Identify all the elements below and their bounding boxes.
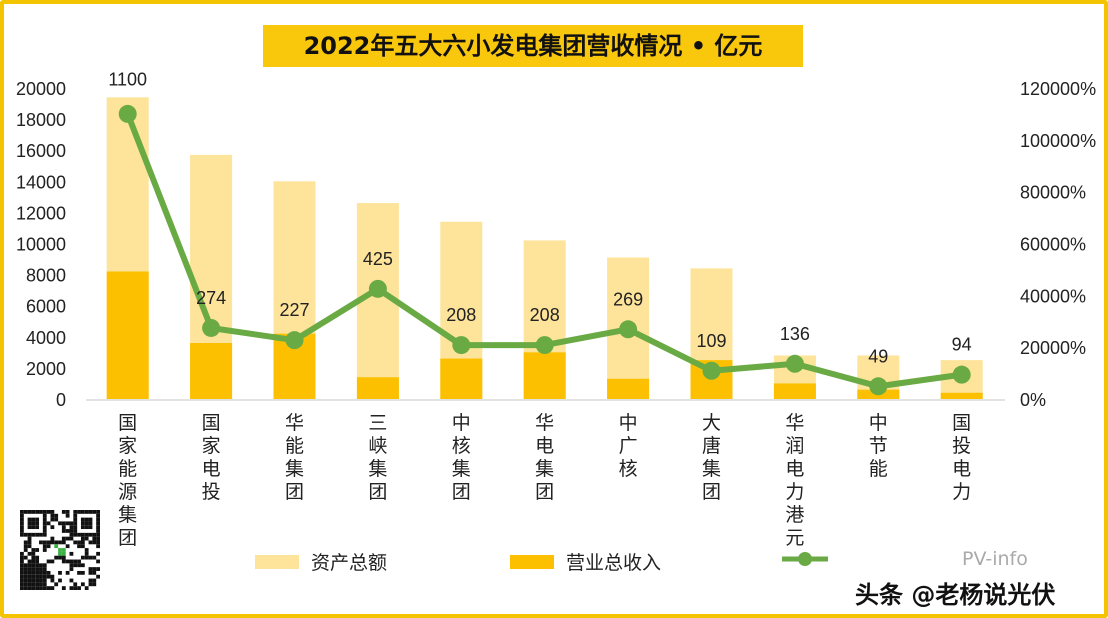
legend-label-line: PV-info	[962, 548, 1028, 570]
category-label: 国投电力	[952, 412, 972, 503]
category-label: 大唐集团	[701, 412, 721, 503]
line-point	[368, 279, 387, 298]
right-tick-label: 0%	[1020, 390, 1046, 410]
data-label: 208	[530, 305, 560, 325]
data-label: 425	[363, 249, 393, 269]
data-label: 109	[696, 331, 726, 351]
bar-revenue	[356, 377, 399, 399]
watermark: 头条 @老杨说光伏	[855, 581, 1056, 609]
data-label: 49	[868, 346, 888, 366]
left-tick-label: 8000	[26, 266, 66, 286]
legend-swatch-revenue	[510, 554, 554, 569]
data-label: 136	[780, 324, 810, 344]
right-tick-label: 40000%	[1020, 286, 1086, 306]
chart-title: 2022年五大六小发电集团营收情况 • 亿元	[263, 25, 803, 67]
data-label: 208	[446, 305, 476, 325]
bar-revenue	[106, 271, 149, 399]
data-label: 274	[196, 288, 226, 308]
category-label: 三峡集团	[368, 412, 388, 503]
left-tick-label: 16000	[16, 141, 66, 161]
qr-code-icon	[20, 510, 100, 590]
category-label: 中广核	[618, 412, 638, 480]
left-tick-label: 4000	[26, 328, 66, 348]
bar-revenue	[440, 358, 483, 399]
left-tick-label: 14000	[16, 172, 66, 192]
left-tick-label: 10000	[16, 235, 66, 255]
legend-label-revenue: 营业总收入	[566, 552, 662, 574]
category-label: 国家能源集团	[118, 412, 138, 549]
left-tick-label: 20000	[16, 79, 66, 99]
line-point	[202, 318, 221, 337]
data-label: 269	[613, 289, 643, 309]
legend-item-revenue: 营业总收入	[510, 548, 661, 575]
legend-item-assets: 资产总额	[255, 548, 387, 575]
line-point	[118, 104, 137, 123]
line-point	[452, 336, 471, 355]
line-point	[285, 331, 304, 350]
legend-item-line: PV-info	[780, 548, 1028, 570]
data-label: 94	[952, 335, 972, 355]
left-tick-label: 2000	[26, 359, 66, 379]
legend-label-assets: 资产总额	[311, 552, 388, 574]
line-point	[952, 365, 971, 384]
right-tick-label: 80000%	[1020, 183, 1086, 203]
category-label: 中节能	[868, 412, 888, 480]
bar-revenue	[523, 352, 566, 399]
line-point	[535, 336, 554, 355]
category-label: 华润电力港元	[785, 412, 805, 549]
bar-revenue	[607, 378, 650, 399]
line-point	[869, 377, 888, 396]
right-tick-label: 120000%	[1020, 79, 1096, 99]
right-tick-label: 20000%	[1020, 338, 1086, 358]
line-point	[619, 320, 638, 339]
data-label: 1100	[108, 69, 147, 89]
right-tick-label: 100000%	[1020, 131, 1096, 151]
left-tick-label: 0	[56, 390, 66, 410]
bar-revenue	[190, 343, 233, 399]
category-label: 华能集团	[284, 412, 304, 503]
bar-revenue	[940, 392, 983, 399]
category-label: 中核集团	[451, 412, 471, 503]
legend-swatch-line	[782, 552, 828, 566]
bar-revenue	[773, 383, 816, 399]
data-label: 227	[279, 300, 309, 320]
legend-swatch-assets	[255, 554, 299, 569]
left-tick-label: 6000	[26, 297, 66, 317]
category-label: 国家电投	[201, 412, 221, 503]
right-tick-label: 60000%	[1020, 235, 1086, 255]
category-label: 华电集团	[535, 412, 555, 503]
left-tick-label: 12000	[16, 203, 66, 223]
line-point	[785, 354, 804, 373]
line-point	[702, 361, 721, 380]
left-tick-label: 18000	[16, 110, 66, 130]
